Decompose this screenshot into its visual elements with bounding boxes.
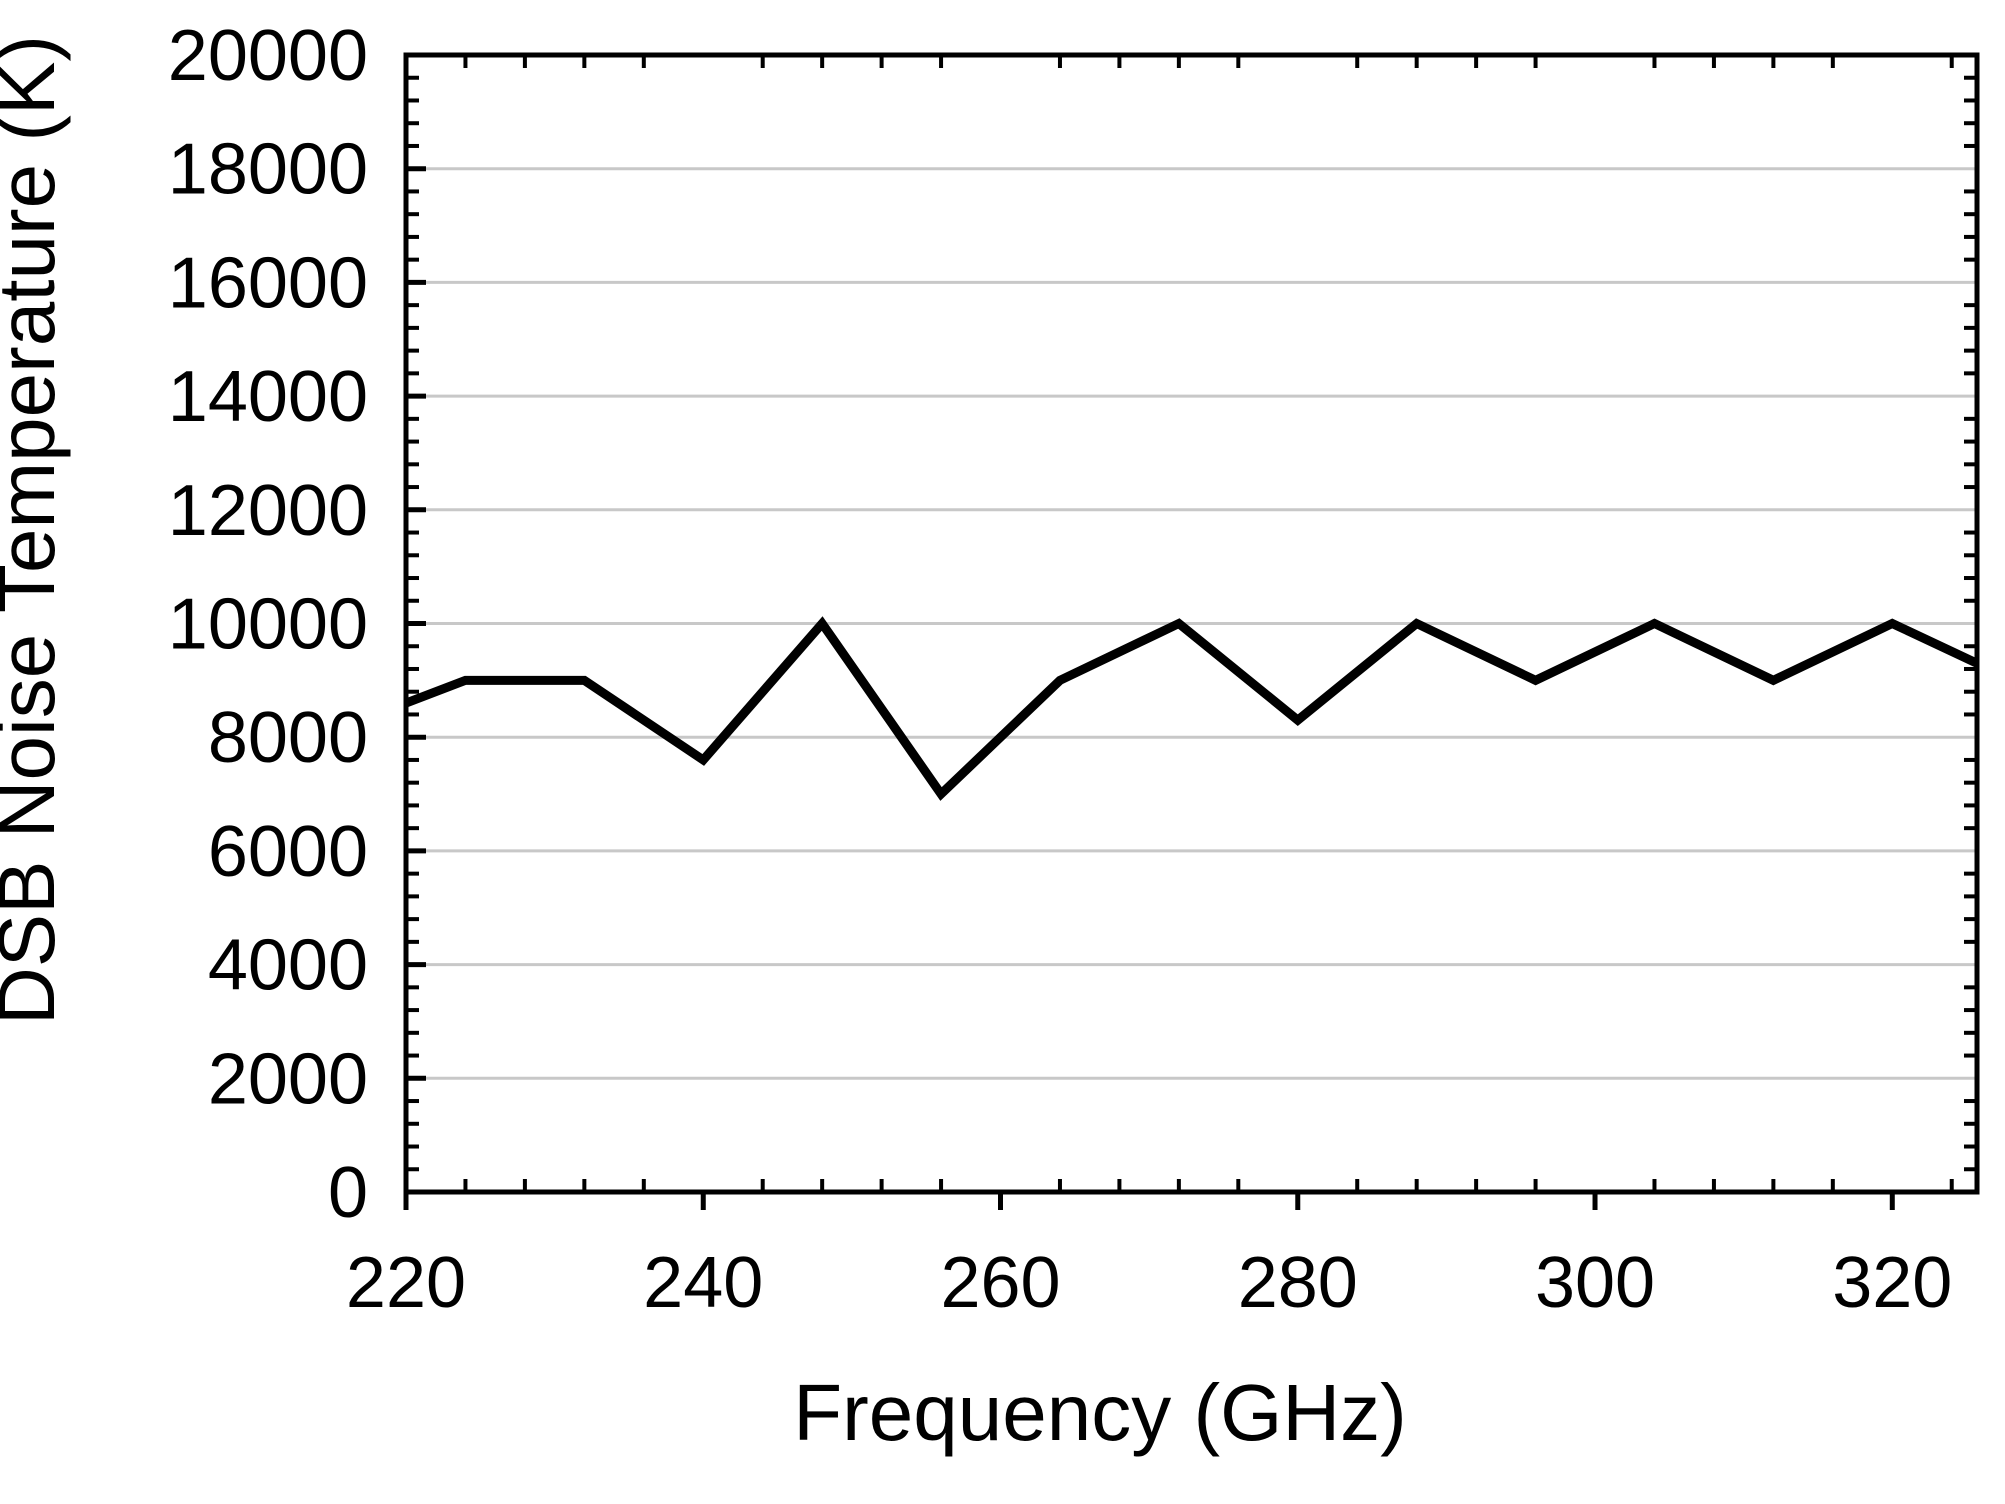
x-axis-tick-label: 240 xyxy=(643,1243,763,1323)
y-axis-title: DSB Noise Temperature (K) xyxy=(0,35,71,1025)
y-axis-tick-label: 4000 xyxy=(208,926,368,1006)
plot-frame xyxy=(403,52,1980,1195)
data-line xyxy=(404,616,1979,801)
y-axis-tick-label: 14000 xyxy=(168,357,368,437)
y-axis-tick-label: 8000 xyxy=(208,698,368,778)
x-axis-title: Frequency (GHz) xyxy=(793,1368,1406,1457)
x-axis-tick-label: 260 xyxy=(940,1243,1060,1323)
y-axis-tick-label: 16000 xyxy=(168,243,368,323)
x-axis-tick-label: 300 xyxy=(1535,1243,1655,1323)
y-axis-tick-label: 0 xyxy=(328,1153,368,1233)
y-axis-tick-label: 12000 xyxy=(168,471,368,551)
y-axis-tick-label: 6000 xyxy=(208,812,368,892)
y-axis-tick-label: 2000 xyxy=(208,1039,368,1119)
y-axis-tick-label: 10000 xyxy=(168,585,368,665)
x-axis-tick-label: 280 xyxy=(1238,1243,1358,1323)
y-axis-tick-label: 18000 xyxy=(168,130,368,210)
y-axis-tick-label: 20000 xyxy=(168,16,368,96)
x-axis-tick-label: 320 xyxy=(1832,1243,1952,1323)
x-axis-tick-label: 220 xyxy=(346,1243,466,1323)
